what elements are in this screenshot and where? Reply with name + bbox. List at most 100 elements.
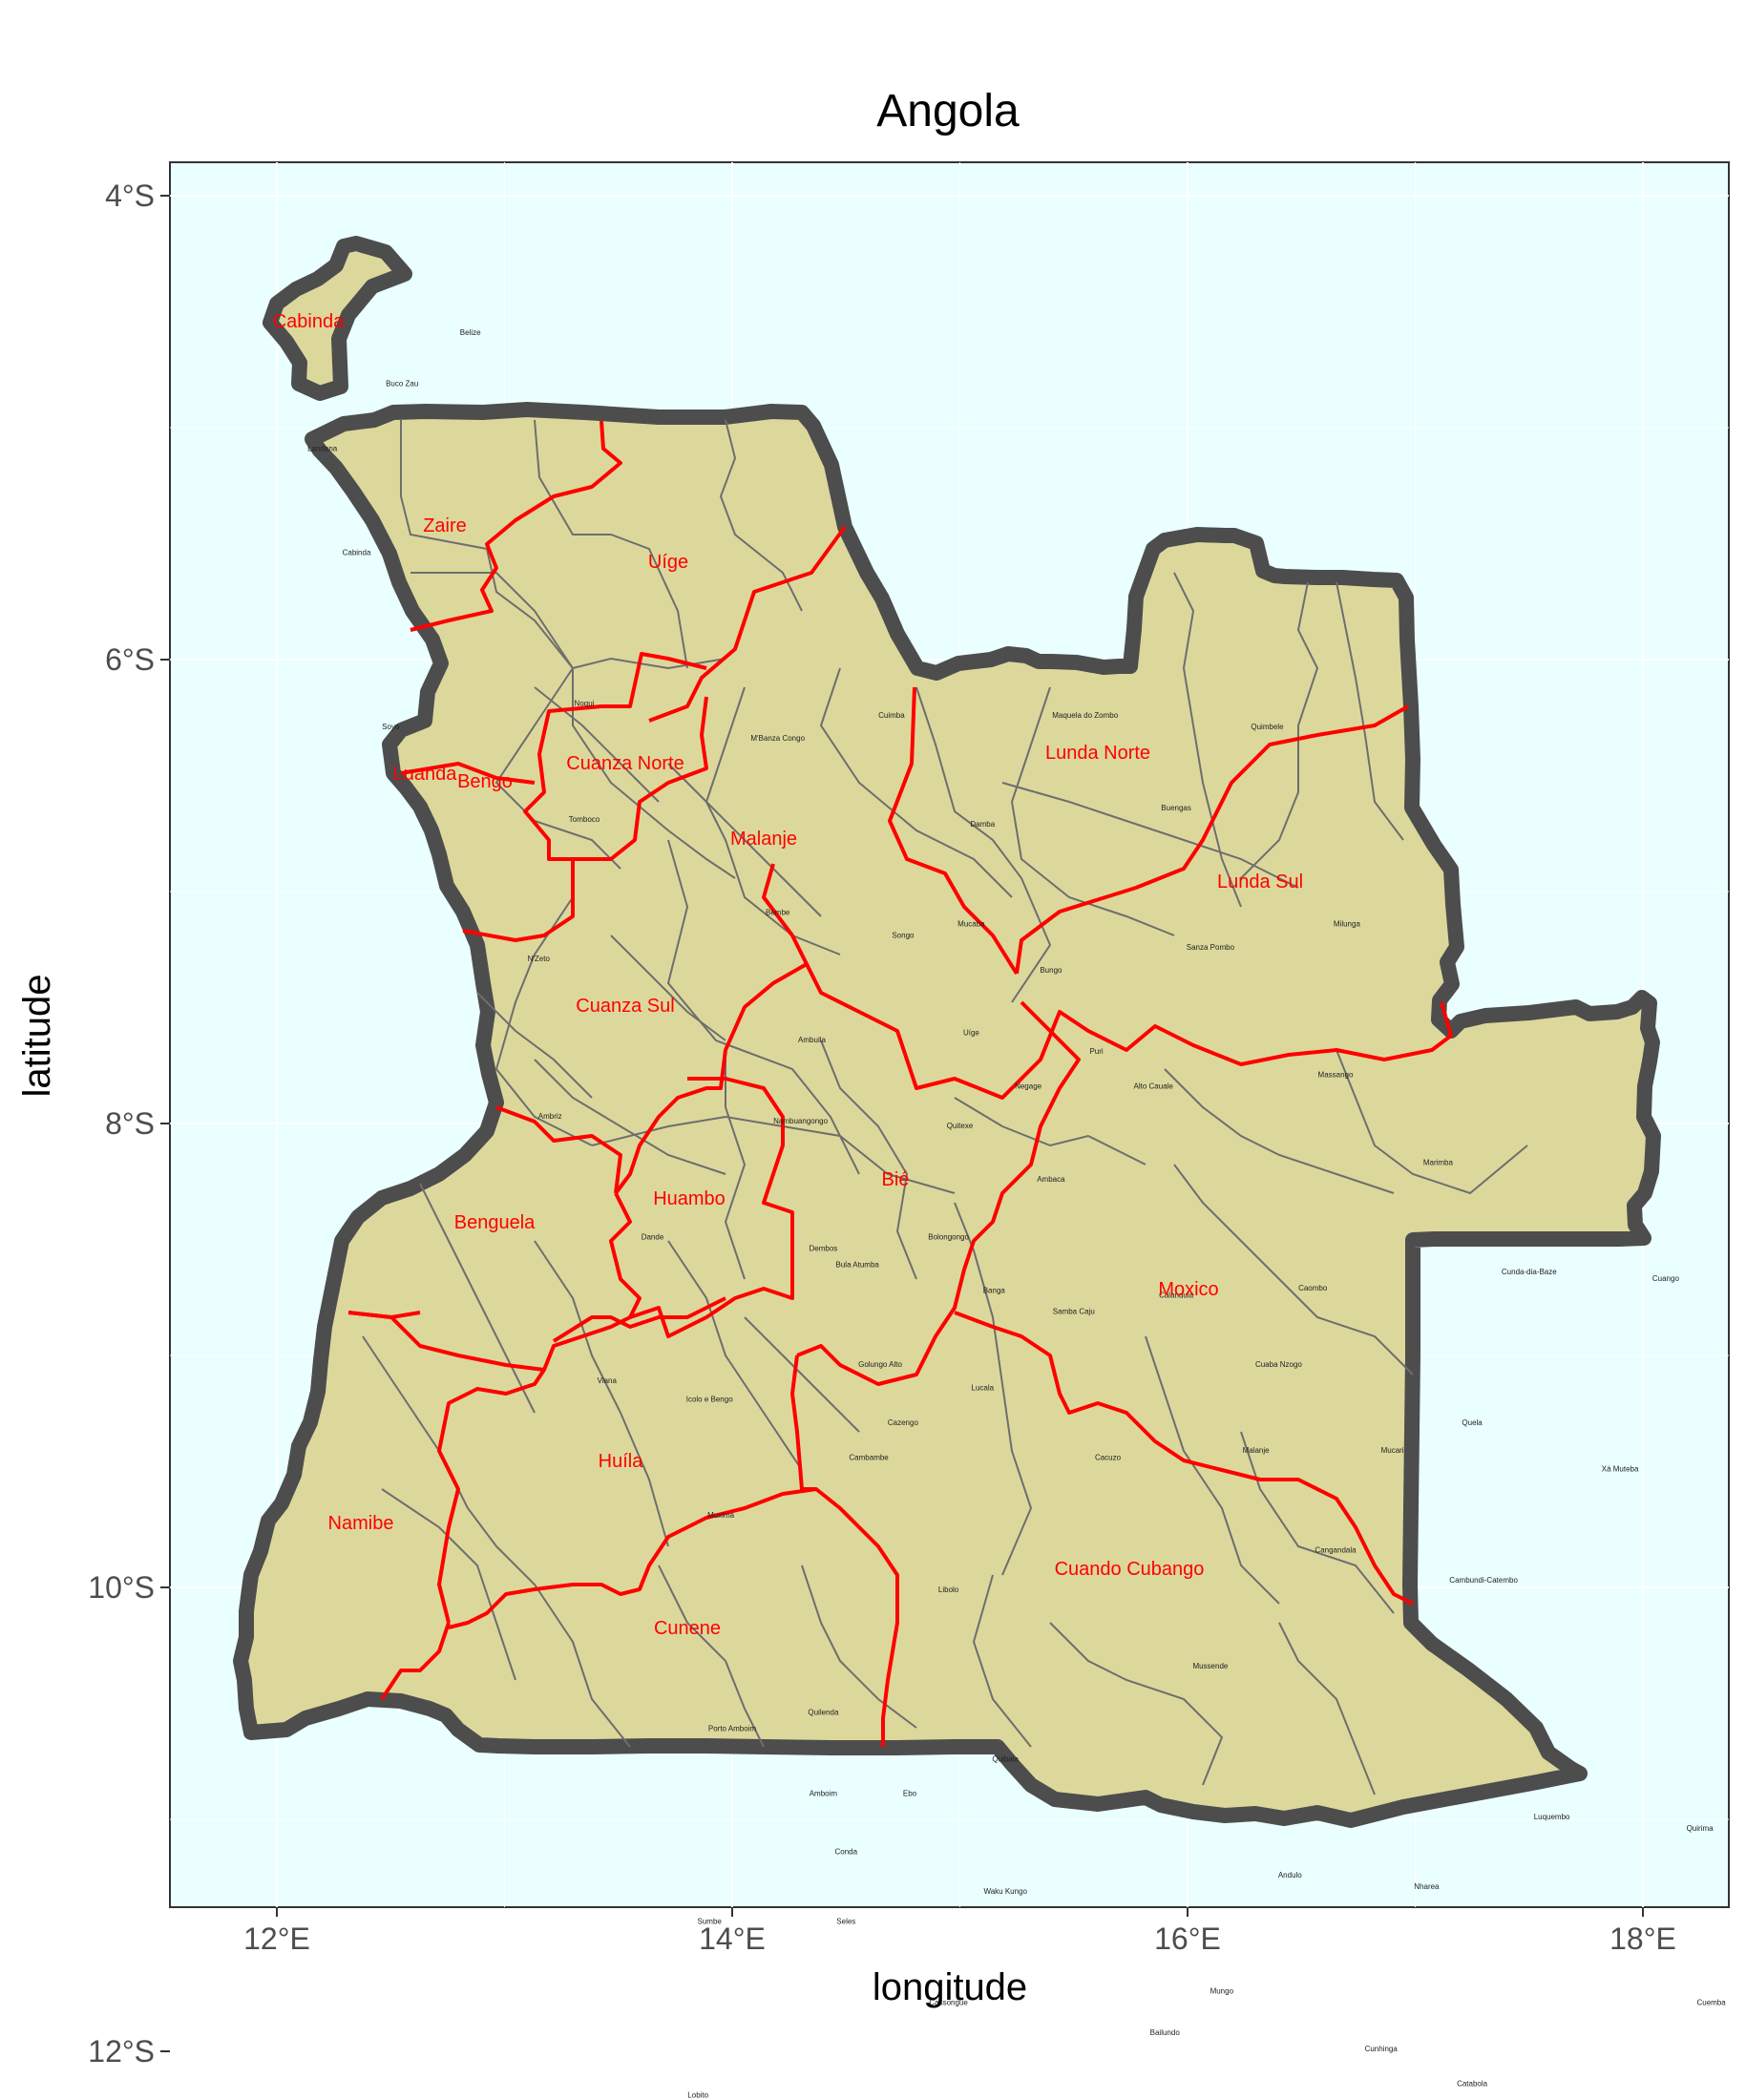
province-label-zaire: Zaire	[423, 515, 467, 536]
municipality-label: Xá Muteba	[1602, 1465, 1639, 1474]
province-label-luanda: Luanda	[393, 764, 458, 785]
municipality-label: Nambuangongo	[773, 1117, 828, 1125]
municipality-label: Bula Atumba	[836, 1261, 880, 1270]
municipality-label: Cazengo	[888, 1418, 919, 1427]
municipality-label: Cuimba	[878, 711, 905, 720]
municipality-label: Cunhinga	[1365, 2045, 1399, 2053]
benguela-huambo-border	[347, 1192, 642, 1372]
municipality-label: Dembos	[810, 1245, 838, 1253]
municipality-label: Golungo Alto	[858, 1360, 902, 1369]
municipality-label: Malanje	[1243, 1446, 1271, 1455]
x-tick-label: 16°E	[1154, 1922, 1221, 1956]
municipality-label: Uíge	[963, 1029, 979, 1038]
municipality-label: Ambriz	[538, 1112, 562, 1121]
municipality-label: Samba Caju	[1053, 1307, 1095, 1315]
municipality-label: Bailundo	[1150, 2028, 1181, 2037]
province-label-huambo: Huambo	[653, 1188, 726, 1209]
municipality-label: Libolo	[938, 1586, 959, 1594]
municipality-label: Bembe	[766, 908, 790, 916]
municipality-label: Cambambe	[849, 1453, 889, 1461]
municipality-label: Ebo	[903, 1790, 917, 1798]
province-label-benguela: Benguela	[454, 1212, 536, 1233]
municipality-label: Cacuzo	[1095, 1453, 1122, 1461]
namibe-border	[380, 1622, 451, 1701]
municipality-label: Dande	[642, 1233, 664, 1242]
province-label-moxico: Moxico	[1158, 1279, 1218, 1300]
municipality-label: Cassongue	[929, 1998, 968, 2006]
municipality-label: Quirima	[1687, 1824, 1714, 1833]
x-tick-label: 18°E	[1609, 1922, 1676, 1956]
municipality-label: Muxima	[707, 1511, 735, 1520]
municipality-label: Lobito	[687, 2091, 708, 2100]
municipality-label: Puri	[1089, 1047, 1103, 1056]
huila-huambo-border	[552, 1296, 726, 1343]
municipality-label: M'Banza Congo	[750, 734, 805, 743]
municipality-label: Buengas	[1161, 804, 1191, 812]
malanje-lunda-norte-border	[888, 686, 1019, 976]
municipality-label: Catabola	[1457, 2079, 1488, 2088]
municipality-label: Seles	[836, 1917, 855, 1925]
province-label-bie: Bié	[882, 1169, 910, 1190]
municipality-label: Mussende	[1192, 1662, 1228, 1670]
municipality-label: Caombo	[1298, 1284, 1328, 1292]
municipality-label: Tomboco	[569, 815, 600, 824]
municipality-label: Mucaba	[957, 920, 985, 929]
municipality-labels: Belize Buco Zau Landana Cabinda Soyo Noqui M'B…	[307, 328, 1726, 2100]
province-label-cuando-cubango: Cuando Cubango	[1055, 1559, 1205, 1580]
province-label-cabinda: Cabinda	[273, 311, 345, 332]
municipality-label: Banga	[983, 1286, 1006, 1294]
bengo-luanda-border	[400, 762, 536, 785]
municipality-label: Cambundi-Catembo	[1449, 1576, 1518, 1585]
municipality-label: Milunga	[1334, 920, 1361, 929]
municipality-label: Cunda-dia-Baze	[1502, 1268, 1557, 1276]
municipality-label: Quilenda	[808, 1709, 839, 1717]
y-tick-label: 10°S	[88, 1570, 155, 1605]
y-tick-label: 12°S	[88, 2034, 155, 2068]
municipality-label: Ambaca	[1037, 1175, 1065, 1184]
municipality-label: Quibala	[992, 1754, 1019, 1763]
y-axis: 4°S6°S8°S10°S12°S14°S16°S18°S	[88, 178, 170, 2068]
municipality-label: Sumbe	[698, 1917, 723, 1925]
municipality-label: Conda	[835, 1848, 858, 1857]
municipality-label: Calandula	[1159, 1291, 1194, 1299]
municipality-label: Quela	[1462, 1418, 1483, 1427]
y-tick-label: 4°S	[105, 178, 155, 213]
province-label-lunda-sul: Lunda Sul	[1217, 872, 1303, 892]
municipality-label: Landana	[307, 444, 338, 452]
municipality-label: Negage	[1015, 1082, 1042, 1091]
uige-malanje-border	[648, 525, 847, 723]
lunda-norte-sul-border	[1015, 704, 1409, 975]
huila-north-border	[437, 1368, 546, 1624]
namibe-huila-border	[347, 1311, 421, 1319]
x-axis-title: longitude	[873, 1966, 1027, 2008]
municipality-label: Mucari	[1381, 1446, 1404, 1455]
municipality-label: Cabinda	[343, 549, 371, 557]
province-label-cuanza-norte: Cuanza Norte	[566, 753, 684, 774]
municipality-borders	[362, 419, 1528, 1796]
municipality-label: Songo	[892, 932, 915, 940]
province-label-lunda-norte: Lunda Norte	[1045, 743, 1150, 764]
municipality-label: Maquela do Zombo	[1052, 711, 1118, 720]
municipality-label: Cangandala	[1315, 1546, 1357, 1555]
municipality-label: Lucala	[972, 1384, 995, 1393]
municipality-label: Massango	[1318, 1070, 1354, 1079]
municipality-label: Mungo	[1210, 1986, 1234, 1995]
municipality-label: Cuango	[1652, 1274, 1680, 1283]
cabinda-exclave	[263, 236, 412, 401]
municipality-label: Andulo	[1278, 1871, 1302, 1880]
municipality-label: Cuaba Nzogo	[1255, 1360, 1302, 1369]
municipality-label: Damba	[970, 820, 995, 829]
province-labels: Cabinda Zaire Uíge Bengo Luanda Cuanza N…	[273, 311, 1303, 1639]
province-borders	[347, 420, 1453, 1747]
municipality-label: Buco Zau	[386, 379, 418, 388]
municipality-label: Alto Cauale	[1134, 1082, 1174, 1091]
municipality-label: Nharea	[1414, 1882, 1440, 1891]
municipality-label: Ambuila	[798, 1036, 826, 1044]
cuanza-norte-border	[523, 652, 708, 861]
municipality-label: Porto Amboim	[708, 1725, 757, 1733]
municipality-label: Waku Kungo	[983, 1887, 1027, 1896]
zaire-uige-border	[410, 420, 622, 632]
x-tick-label: 12°E	[243, 1922, 310, 1956]
